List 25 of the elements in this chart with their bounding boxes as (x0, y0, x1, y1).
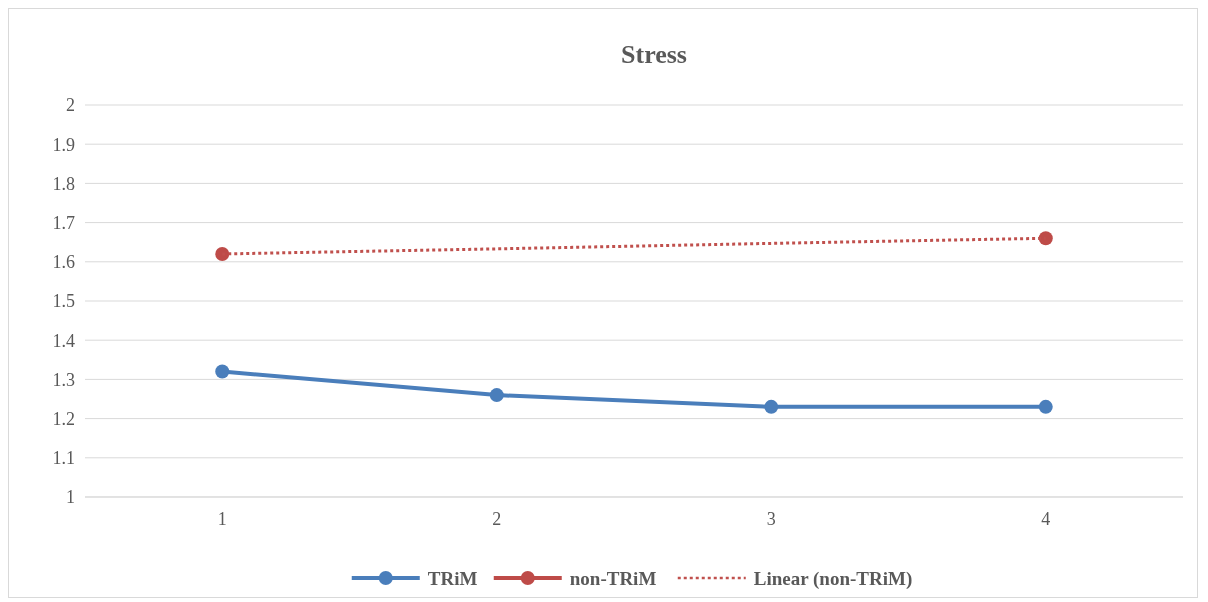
legend-label: Linear (non-TRiM) (753, 567, 913, 590)
y-tick-label: 1.9 (52, 134, 75, 155)
y-tick-label: 2 (66, 95, 75, 116)
point (764, 399, 779, 414)
chart-title: Stress (621, 40, 687, 69)
y-tick-label: 1.8 (52, 173, 75, 194)
x-tick-label: 1 (217, 509, 227, 529)
y-tick-label: 1.5 (52, 291, 75, 312)
y-tick-label: 1.3 (52, 369, 75, 390)
y-tick-label: 1.2 (52, 408, 75, 429)
point (489, 388, 504, 403)
y-tick-label: 1 (66, 487, 75, 508)
x-tick-label: 4 (1041, 509, 1051, 529)
x-tick-label: 2 (492, 509, 502, 529)
point (1038, 231, 1053, 246)
point (215, 364, 230, 379)
point (1038, 399, 1053, 414)
y-tick-label: 1.1 (52, 448, 75, 469)
y-tick-label: 1.6 (52, 252, 75, 273)
point (215, 246, 230, 261)
legend-label: non-TRiM (569, 567, 657, 589)
y-tick-label: 1.7 (52, 212, 75, 233)
legend-label: TRiM (427, 567, 478, 589)
x-tick-label: 3 (766, 509, 776, 529)
y-tick-label: 1.4 (52, 330, 75, 351)
